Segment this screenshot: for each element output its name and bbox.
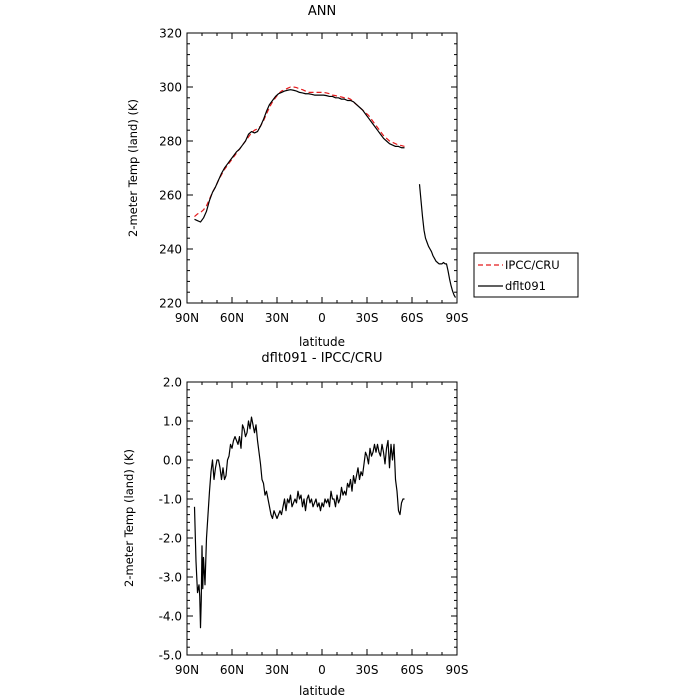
- x-tick-label: 90S: [446, 663, 469, 677]
- y-tick-label: 0.0: [163, 454, 182, 468]
- bottom-y-axis-label: 2-meter Temp (land) (K): [122, 449, 136, 587]
- legend-label-ipcc-cru: IPCC/CRU: [505, 258, 560, 272]
- top-panel: ANN 90N 60N 30N 0 30S 60S 90S 220 240 260 280 300 32…: [126, 4, 468, 349]
- legend-box: [473, 252, 579, 298]
- x-tick-label: 30N: [265, 311, 289, 325]
- bottom-x-axis-label: latitude: [299, 684, 345, 698]
- top-chart-title: ANN: [308, 4, 336, 19]
- top-axis-ticks: 90N 60N 30N 0 30S 60S 90S 220 240 260 280 300 320: [159, 27, 468, 326]
- bottom-plot-data: [193, 416, 405, 629]
- series-line-difference-0: [193, 416, 405, 629]
- y-tick-label: 240: [159, 243, 182, 257]
- y-tick-label: 320: [159, 27, 182, 41]
- bottom-plot-frame: [186, 381, 458, 656]
- x-tick-label: 0: [318, 663, 326, 677]
- y-tick-label: 220: [159, 297, 182, 311]
- x-tick-label: 60S: [401, 663, 424, 677]
- top-plot-data: [194, 86, 457, 298]
- bottom-chart-title: dflt091 - IPCC/CRU: [261, 351, 382, 366]
- y-tick-label: 300: [159, 81, 182, 95]
- y-tick-label: -1.0: [159, 493, 182, 507]
- y-tick-label: 280: [159, 135, 182, 149]
- series-line-dflt091: [194, 89, 457, 298]
- y-tick-label: 1.0: [163, 415, 182, 429]
- x-tick-label: 60S: [401, 311, 424, 325]
- x-tick-label: 90S: [446, 311, 469, 325]
- x-tick-label: 90N: [175, 311, 199, 325]
- y-tick-label: -4.0: [159, 610, 182, 624]
- x-tick-label: 0: [318, 311, 326, 325]
- x-tick-label: 30S: [356, 663, 379, 677]
- x-tick-label: 60N: [220, 311, 244, 325]
- top-plot-frame: [186, 32, 458, 304]
- x-tick-label: 30S: [356, 311, 379, 325]
- x-tick-label: 60N: [220, 663, 244, 677]
- y-tick-label: -2.0: [159, 532, 182, 546]
- x-tick-label: 30N: [265, 663, 289, 677]
- legend-label-dflt091: dflt091: [505, 279, 546, 293]
- top-y-axis-label: 2-meter Temp (land) (K): [126, 99, 140, 237]
- y-tick-label: -5.0: [159, 649, 182, 663]
- bottom-axis-ticks: 90N 60N 30N 0 30S 60S 90S -5.0 -4.0 -3.0 -2.0 -1.0 0…: [159, 376, 469, 678]
- y-tick-label: 2.0: [163, 376, 182, 390]
- x-tick-label: 90N: [175, 663, 199, 677]
- y-tick-label: -3.0: [159, 571, 182, 585]
- top-x-axis-label: latitude: [299, 335, 345, 349]
- y-tick-label: 260: [159, 189, 182, 203]
- legend: IPCC/CRU dflt091: [473, 252, 579, 298]
- bottom-panel: dflt091 - IPCC/CRU 90N 60N 30N 0 30S 60S 90S -5…: [122, 351, 468, 698]
- series-line-ipcc-cru: [194, 86, 405, 218]
